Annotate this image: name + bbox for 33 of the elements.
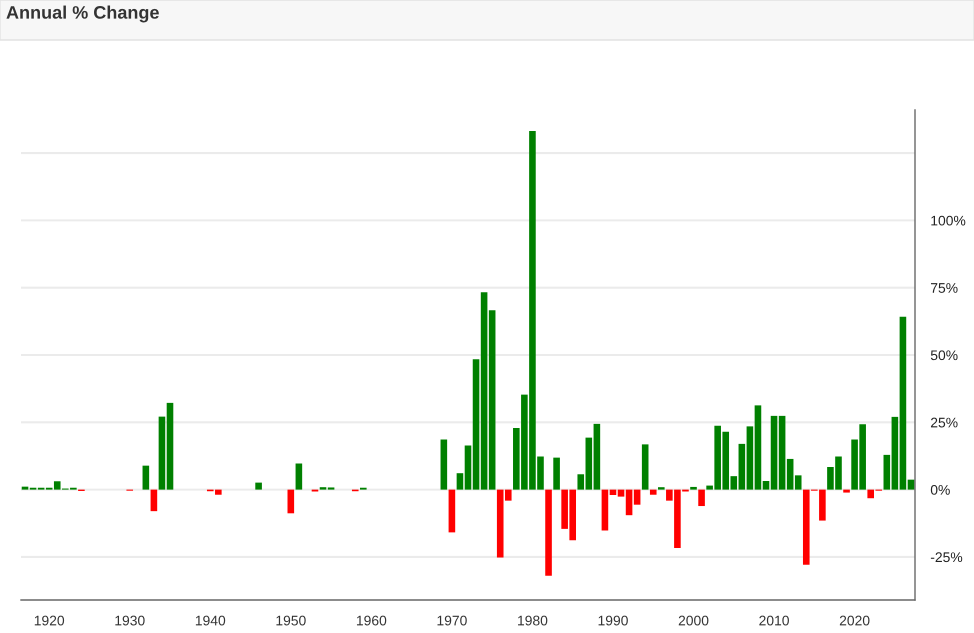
bar <box>843 490 850 493</box>
bar <box>658 487 665 490</box>
x-tick-label: 1920 <box>34 616 64 626</box>
x-tick-label: 1990 <box>598 616 628 626</box>
chart-title: Annual % Change <box>6 6 159 22</box>
x-tick-label: 2010 <box>759 616 789 626</box>
y-tick-label: 50% <box>930 350 958 360</box>
y-tick-label: 100% <box>931 216 966 226</box>
bar <box>296 464 302 490</box>
bar <box>440 440 448 490</box>
x-tick-label: 2000 <box>678 616 708 626</box>
x-tick-label: 1980 <box>518 616 548 626</box>
bar <box>642 444 648 490</box>
bar <box>650 490 657 495</box>
x-tick-label: 1960 <box>356 616 386 626</box>
bar <box>142 466 150 490</box>
y-tick-label: 75% <box>930 283 958 293</box>
x-tick-label: 1970 <box>438 616 467 626</box>
bar <box>553 458 560 490</box>
y-tick-label: -25% <box>930 552 962 562</box>
x-tick-label: 1940 <box>196 616 226 626</box>
y-tick-label: 25% <box>930 418 958 428</box>
x-tick-label: 1930 <box>115 616 145 626</box>
bar <box>255 482 262 490</box>
bar <box>698 490 705 506</box>
bar <box>288 490 294 514</box>
bar <box>448 490 456 532</box>
bar <box>690 486 697 490</box>
bar <box>545 490 552 576</box>
bar <box>150 490 158 512</box>
y-tick-label: 0% <box>930 484 950 495</box>
x-tick-label: 1950 <box>276 616 306 626</box>
x-tick-label: 2020 <box>840 616 870 626</box>
